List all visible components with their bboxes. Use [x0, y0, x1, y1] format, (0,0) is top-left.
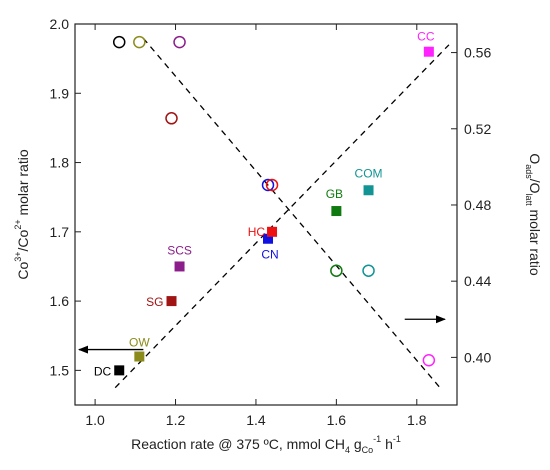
point-label: GB — [326, 187, 343, 201]
circle-marker — [112, 35, 126, 49]
x-tick-label: 1.2 — [166, 412, 186, 428]
circle-marker — [422, 353, 436, 367]
axis-arrows — [78, 315, 446, 354]
square-marker — [166, 296, 177, 307]
square-marker — [174, 261, 185, 272]
square-marker — [267, 226, 278, 237]
trend-line-left — [114, 44, 450, 389]
y-left-tick-label: 1.5 — [50, 362, 70, 378]
x-tick-label: 1.8 — [407, 412, 427, 428]
y-right-axis-title: Oads/Olatt molar ratio — [524, 153, 543, 275]
plot-frame — [74, 23, 458, 406]
x-tick-label: 1.6 — [327, 412, 347, 428]
circle-marker — [173, 35, 186, 49]
square-marker — [423, 46, 434, 57]
square-marker — [134, 351, 145, 362]
circle-marker — [330, 264, 343, 277]
y-left-tick-label: 1.8 — [50, 155, 70, 171]
point-label: SG — [146, 295, 163, 309]
y-left-tick-label: 2.0 — [50, 16, 70, 32]
y-right-tick-label: 0.40 — [464, 349, 491, 365]
trend-lines — [114, 37, 450, 390]
y-left-axis-title: Co3+/Co2+ molar ratio — [13, 149, 31, 279]
point-label: OW — [129, 336, 150, 350]
y-right-tick-label: 0.52 — [464, 121, 491, 137]
y-left-tick-label: 1.9 — [50, 85, 70, 101]
square-marker — [331, 206, 342, 217]
point-label: CN — [261, 248, 278, 262]
x-axis-title: Reaction rate @ 375 ºC, mmol CH4 gCo-1 h… — [131, 434, 401, 455]
x-tick-label: 1.4 — [246, 412, 266, 428]
square-marker — [263, 233, 274, 244]
point-labels: DC OW SG SCS CN HC GB COM CC — [94, 30, 435, 379]
y-right-tick-label: 0.44 — [464, 273, 491, 289]
circle-marker — [261, 178, 275, 192]
circle-marker — [265, 178, 279, 192]
square-marker — [114, 365, 125, 376]
y-right-tick-label: 0.48 — [464, 197, 491, 213]
axis-ticks: 1.0 1.2 1.4 1.6 1.8 1.5 1.6 1.7 1.8 1.9 2.0 0.40 0.4… — [50, 16, 492, 428]
y-right-tick-label: 0.56 — [464, 45, 491, 61]
circle-marker — [133, 35, 146, 49]
x-tick-label: 1.0 — [85, 412, 105, 428]
point-label: SCS — [167, 243, 192, 257]
data-points — [112, 35, 436, 376]
point-label: DC — [94, 364, 112, 378]
square-marker — [363, 185, 374, 196]
y-left-tick-label: 1.6 — [50, 293, 70, 309]
point-label: CC — [417, 30, 435, 44]
circle-marker — [362, 264, 375, 277]
circle-marker — [165, 112, 178, 125]
point-label: COM — [355, 166, 383, 180]
point-label: HC — [248, 225, 266, 239]
trend-line-right — [142, 37, 442, 390]
y-left-tick-label: 1.7 — [50, 224, 70, 240]
